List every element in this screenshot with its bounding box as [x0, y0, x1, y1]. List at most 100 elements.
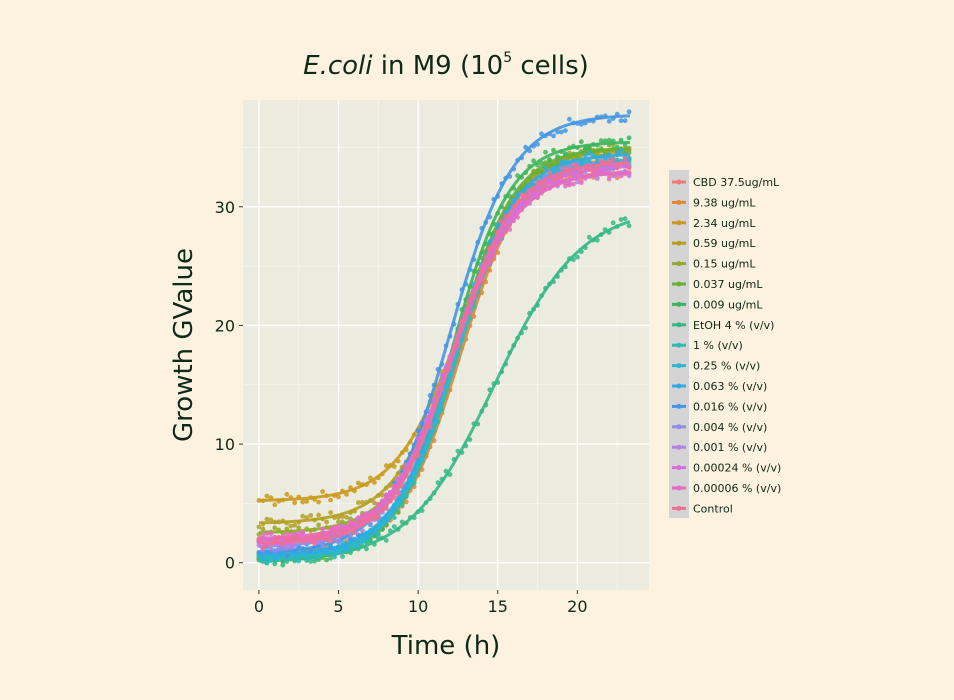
data-point: [292, 535, 298, 540]
series-layer: [256, 109, 632, 568]
data-point: [332, 524, 337, 530]
data-point: [356, 480, 361, 486]
legend: CBD 37.5ug/mL 9.38 ug/mL 2.34 ug/mL 0.59 ug…: [669, 170, 781, 518]
data-point: [356, 500, 361, 505]
data-point: [356, 520, 361, 525]
legend-label: Control: [693, 502, 733, 515]
x-axis-title: Time (h): [391, 631, 501, 661]
legend-item: 0.15 ug/mL: [672, 258, 756, 271]
legend-label: CBD 37.5ug/mL: [693, 176, 780, 189]
grid-lines: [243, 100, 649, 590]
legend-swatch-point: [676, 485, 682, 491]
legend-label: 0.016 % (v/v): [693, 400, 767, 413]
legend-label: 0.001 % (v/v): [693, 441, 767, 454]
data-point: [614, 175, 620, 181]
data-point: [626, 135, 632, 141]
legend-item: 0.59 ug/mL: [672, 237, 756, 250]
data-point: [539, 160, 544, 166]
data-point: [618, 118, 624, 124]
legend-label: 2.34 ug/mL: [693, 217, 756, 230]
data-point: [606, 158, 612, 164]
data-point: [614, 144, 620, 150]
legend-item: 0.063 % (v/v): [672, 380, 767, 393]
data-point: [268, 558, 274, 563]
data-point: [360, 517, 365, 523]
legend-item: 2.34 ug/mL: [672, 217, 756, 230]
data-point: [296, 525, 302, 531]
data-point: [578, 160, 584, 166]
data-point: [618, 217, 624, 222]
data-point: [316, 522, 321, 528]
legend-label: 9.38 ug/mL: [693, 196, 756, 209]
legend-swatch-point: [676, 199, 682, 205]
chart-title: E.coli in M9 (105 cells): [303, 50, 589, 81]
data-point: [348, 533, 353, 539]
data-point: [383, 538, 389, 543]
legend-swatch-point: [676, 424, 682, 430]
data-point: [551, 133, 556, 139]
legend-swatch-point: [676, 342, 682, 348]
x-tick-label: 20: [567, 597, 587, 616]
legend-label: 0.00024 % (v/v): [693, 462, 781, 475]
legend-item: Control: [672, 502, 733, 515]
y-tick-label: 30: [215, 198, 235, 217]
data-point: [264, 560, 270, 566]
data-point: [531, 158, 536, 164]
data-point: [264, 516, 270, 522]
data-point: [606, 137, 612, 143]
legend-label: EtOH 4 % (v/v): [693, 319, 774, 332]
legend-item: 0.00006 % (v/v): [672, 482, 781, 495]
data-point: [328, 555, 333, 561]
data-point: [547, 170, 552, 176]
data-point: [324, 519, 329, 525]
data-point: [551, 176, 556, 182]
x-tick-label: 10: [408, 597, 428, 616]
data-point: [622, 216, 628, 222]
data-point: [610, 220, 616, 226]
data-point: [312, 556, 317, 561]
legend-label: 0.15 ug/mL: [693, 258, 756, 271]
data-point: [383, 517, 389, 523]
data-point: [296, 558, 302, 564]
legend-item: 0.004 % (v/v): [672, 421, 767, 434]
legend-swatch-point: [676, 261, 682, 267]
data-point: [364, 535, 369, 541]
legend-item: 1 % (v/v): [672, 339, 743, 352]
data-point: [344, 544, 349, 550]
data-point: [336, 550, 341, 556]
data-point: [606, 176, 612, 182]
legend-label: 1 % (v/v): [693, 339, 743, 352]
legend-swatch-point: [676, 301, 682, 307]
legend-swatch-point: [676, 505, 682, 511]
data-point: [626, 165, 632, 171]
data-point: [348, 548, 353, 554]
trend-line: [258, 161, 630, 545]
data-point: [626, 223, 632, 229]
data-point: [543, 149, 548, 155]
data-point: [292, 554, 298, 559]
x-tick-label: 5: [333, 597, 343, 616]
data-point: [284, 553, 290, 559]
data-point: [272, 548, 278, 553]
data-point: [316, 499, 321, 505]
legend-swatch-point: [676, 383, 682, 389]
legend-item: 0.009 ug/mL: [672, 298, 763, 311]
data-point: [324, 557, 329, 563]
legend-swatch-point: [676, 363, 682, 369]
legend-label: 0.063 % (v/v): [693, 380, 767, 393]
data-point: [288, 535, 294, 541]
data-point: [308, 533, 314, 538]
axis-ticks: 0 5 10 15 20 0 10 20 30: [215, 198, 588, 616]
data-point: [563, 128, 568, 134]
data-point: [622, 156, 628, 161]
data-point: [555, 154, 560, 160]
data-point: [586, 167, 592, 172]
data-point: [582, 153, 588, 159]
data-point: [543, 165, 548, 171]
y-tick-label: 10: [215, 435, 235, 454]
data-point: [356, 543, 361, 548]
data-point: [336, 538, 341, 544]
data-point: [260, 545, 266, 551]
data-point: [571, 162, 576, 168]
data-point: [626, 109, 632, 115]
